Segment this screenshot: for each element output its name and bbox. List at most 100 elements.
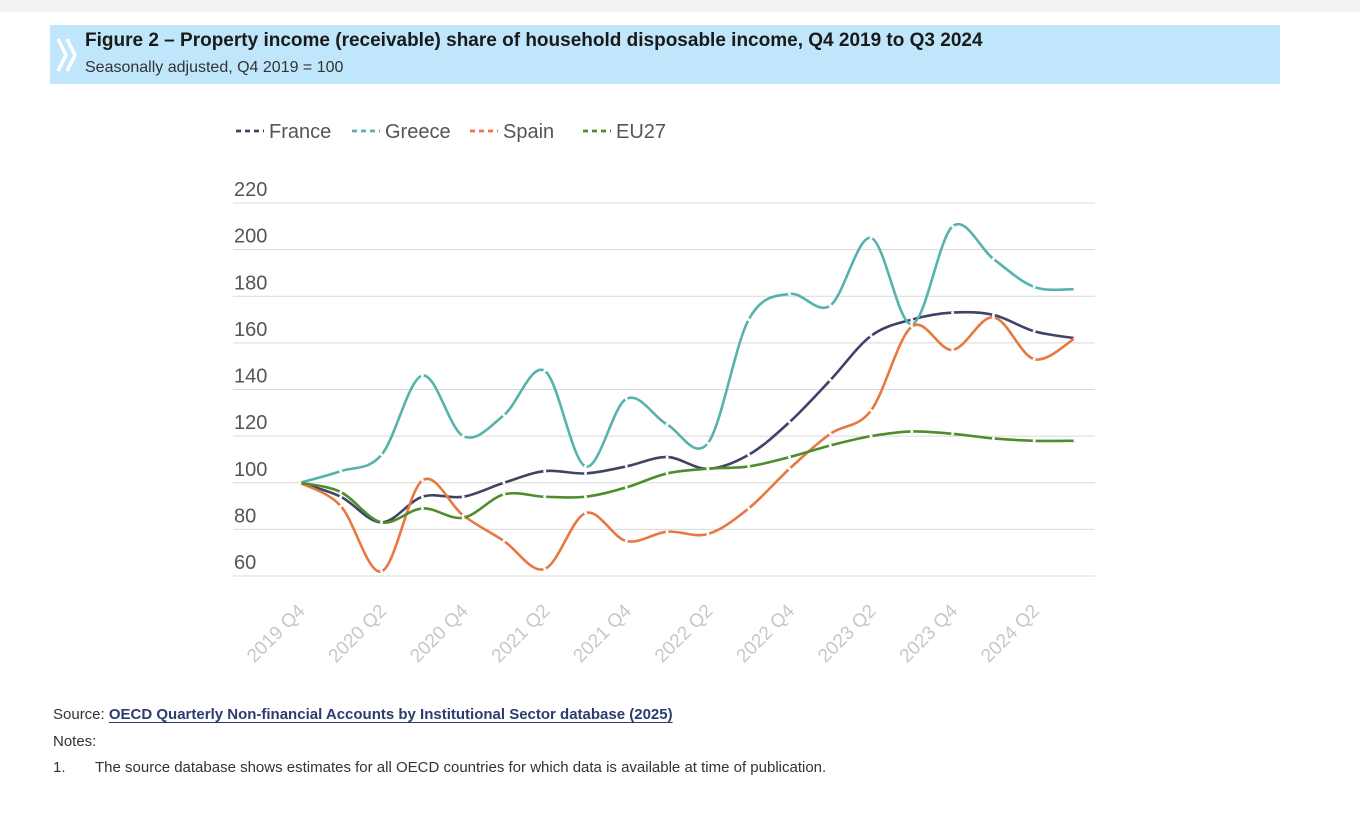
data-point-spain-2020-q1 <box>339 504 343 508</box>
data-point-greece-2021-q3 <box>584 464 588 468</box>
data-point-greece-2022-q4 <box>787 292 791 296</box>
x-tick-label-2023-q2: 2023 Q2 <box>814 601 880 667</box>
data-point-greece-2020-q3 <box>420 374 424 378</box>
x-tick-label-2021-q2: 2021 Q2 <box>488 601 554 667</box>
data-point-france-2023-q4 <box>951 311 955 315</box>
data-point-spain-2022-q2 <box>706 532 710 536</box>
data-point-spain-2021-q4 <box>624 539 628 543</box>
data-point-greece-2020-q4 <box>461 434 465 438</box>
y-tick-label-140: 140 <box>234 366 267 388</box>
data-point-eu27-2022-q2 <box>706 467 710 471</box>
source-link[interactable]: OECD Quarterly Non-financial Accounts by… <box>108 706 673 723</box>
data-point-eu27-2021-q3 <box>584 495 588 499</box>
data-point-greece-2024-q3 <box>1073 287 1077 291</box>
note-number: 1. <box>53 759 66 776</box>
top-rule <box>0 0 1360 12</box>
data-point-france-2022-q3 <box>747 453 751 457</box>
data-point-spain-2023-q3 <box>910 325 914 329</box>
chevron-right-icon <box>56 38 77 72</box>
data-point-spain-2024-q3 <box>1073 336 1077 340</box>
data-point-greece-2021-q4 <box>624 397 628 401</box>
data-point-greece-2022-q2 <box>706 441 710 445</box>
y-tick-label-100: 100 <box>234 459 267 481</box>
series-line-greece <box>298 222 1077 485</box>
x-tick-label-2020-q4: 2020 Q4 <box>406 600 473 667</box>
data-point-spain-2022-q4 <box>787 467 791 471</box>
legend-item-eu27: EU27 <box>583 121 666 143</box>
data-point-eu27-2023-q1 <box>828 443 832 447</box>
data-point-eu27-2024-q2 <box>1032 439 1036 443</box>
data-point-eu27-2020-q1 <box>339 490 343 494</box>
grid-lines <box>233 202 1095 577</box>
data-point-greece-2023-q4 <box>951 224 955 228</box>
x-tick-label-2021-q4: 2021 Q4 <box>569 600 636 667</box>
data-point-eu27-2023-q2 <box>869 434 873 438</box>
series-lines <box>298 222 1077 573</box>
data-point-france-2021-q3 <box>584 471 588 475</box>
data-point-spain-2024-q2 <box>1032 357 1036 361</box>
x-tick-labels: 2019 Q4 2020 Q2 2020 Q4 2021 Q2 2021 Q4 2022 … <box>243 600 1044 667</box>
legend-item-france: France <box>236 121 331 143</box>
source-line: Source: OECD Quarterly Non-financial Acc… <box>53 706 673 723</box>
figure-subtitle: Seasonally adjusted, Q4 2019 = 100 <box>85 59 344 76</box>
data-point-spain-2022-q3 <box>747 506 751 510</box>
y-tick-label-180: 180 <box>234 272 267 294</box>
legend-item-spain: Spain <box>470 121 554 143</box>
data-point-spain-2023-q4 <box>951 348 955 352</box>
y-tick-label-80: 80 <box>234 505 256 527</box>
data-point-france-2023-q1 <box>828 378 832 382</box>
data-point-eu27-2022-q4 <box>787 455 791 459</box>
data-point-greece-2022-q3 <box>747 318 751 322</box>
data-point-france-2024-q1 <box>991 313 995 317</box>
data-point-france-2021-q2 <box>543 469 547 473</box>
data-point-greece-2024-q2 <box>1032 285 1036 289</box>
y-tick-labels: 60 80 100 120 140 160 180 200 220 <box>234 179 267 574</box>
data-point-spain-2023-q2 <box>869 408 873 412</box>
data-point-eu27-2024-q1 <box>991 436 995 440</box>
legend: France Greece Spain EU27 <box>236 121 666 143</box>
series-line-spain <box>298 315 1077 573</box>
series-line-eu27 <box>298 430 1077 524</box>
x-tick-label-2022-q2: 2022 Q2 <box>651 601 717 667</box>
data-point-eu27-2019-q4 <box>298 481 302 485</box>
data-point-france-2023-q3 <box>910 318 914 322</box>
data-point-eu27-2023-q4 <box>951 432 955 436</box>
x-tick-label-2020-q2: 2020 Q2 <box>325 601 391 667</box>
series-eu27 <box>298 429 1077 524</box>
note-item: 1. The source database shows estimates fo… <box>53 759 826 776</box>
x-tick-label-2024-q2: 2024 Q2 <box>977 601 1043 667</box>
data-point-spain-2021-q1 <box>502 539 506 543</box>
source-label: Source: <box>53 706 105 723</box>
data-point-greece-2021-q1 <box>502 413 506 417</box>
legend-label-spain: Spain <box>503 121 554 143</box>
data-point-eu27-2022-q1 <box>665 471 669 475</box>
data-point-greece-2020-q2 <box>380 453 384 457</box>
y-tick-label-220: 220 <box>234 179 267 201</box>
y-tick-label-160: 160 <box>234 319 267 341</box>
x-tick-label-2022-q4: 2022 Q4 <box>733 600 800 667</box>
data-point-spain-2021-q2 <box>543 567 547 571</box>
data-point-greece-2020-q1 <box>339 469 343 473</box>
data-point-spain-2020-q2 <box>380 569 384 573</box>
data-point-france-2020-q4 <box>461 495 465 499</box>
data-point-greece-2021-q2 <box>543 369 547 373</box>
legend-label-greece: Greece <box>385 121 451 143</box>
series-line-france <box>298 310 1077 524</box>
data-point-spain-2021-q3 <box>584 511 588 515</box>
legend-label-eu27: EU27 <box>616 121 666 143</box>
data-point-eu27-2020-q4 <box>461 516 465 520</box>
legend-label-france: France <box>269 121 331 143</box>
note-text: The source database shows estimates for … <box>95 759 827 776</box>
x-tick-label-2019-q4: 2019 Q4 <box>243 600 310 667</box>
legend-item-greece: Greece <box>352 121 451 143</box>
data-point-eu27-2023-q3 <box>910 429 914 433</box>
figure-header: Figure 2 – Property income (receivable) … <box>50 25 1280 84</box>
data-point-greece-2022-q1 <box>665 422 669 426</box>
data-point-spain-2020-q4 <box>461 513 465 517</box>
series-greece <box>298 222 1077 485</box>
data-point-eu27-2020-q2 <box>380 520 384 524</box>
data-point-greece-2023-q1 <box>828 304 832 308</box>
data-point-france-2024-q2 <box>1032 329 1036 333</box>
notes-label: Notes: <box>53 733 97 750</box>
